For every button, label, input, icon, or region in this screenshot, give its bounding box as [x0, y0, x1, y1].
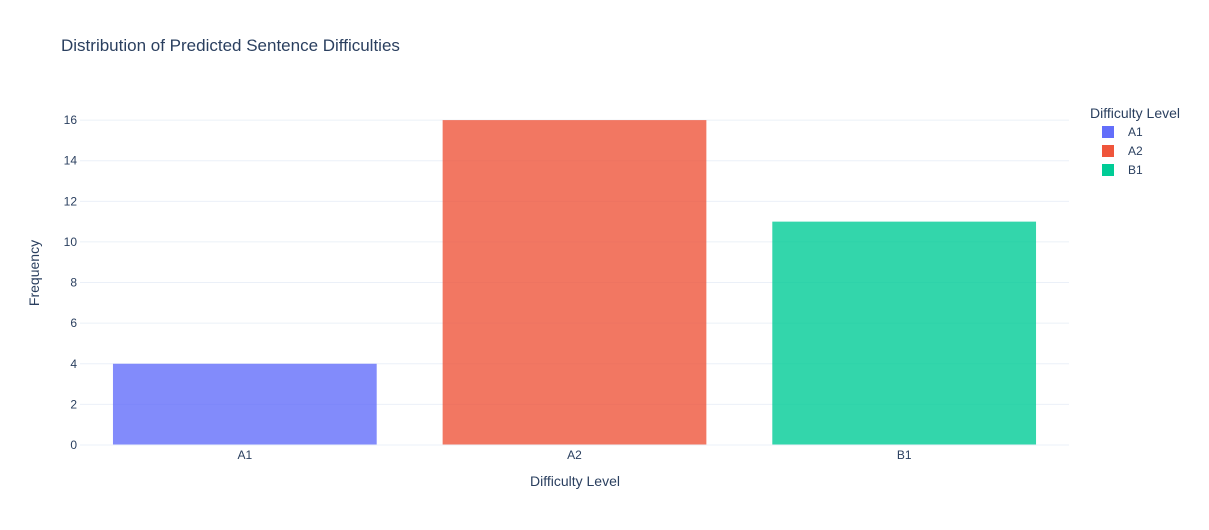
bar-a2[interactable]: [442, 120, 707, 446]
legend-swatch: [1102, 145, 1114, 157]
legend-items: A1 A2 B1: [1102, 125, 1143, 177]
x-tick-label: A2: [567, 448, 582, 462]
bar-b1[interactable]: [772, 221, 1037, 445]
y-tick-label: 10: [64, 235, 78, 249]
y-tick-label: 12: [64, 194, 78, 208]
y-axis-ticks: 0 2 4 6 8 10 12 14 16: [64, 113, 78, 452]
chart-title: Distribution of Predicted Sentence Diffi…: [61, 36, 400, 55]
y-axis-label: Frequency: [26, 240, 42, 306]
x-axis-ticks: A1 A2 B1: [237, 448, 911, 462]
y-tick-label: 8: [70, 276, 77, 290]
legend-label: A1: [1128, 125, 1143, 139]
legend-item-a1[interactable]: A1: [1102, 125, 1143, 139]
legend-swatch: [1102, 164, 1114, 176]
legend-label: B1: [1128, 163, 1143, 177]
y-tick-label: 4: [70, 357, 77, 371]
x-tick-label: A1: [237, 448, 252, 462]
bar-a1[interactable]: [112, 363, 377, 445]
y-tick-label: 14: [64, 154, 78, 168]
legend-item-a2[interactable]: A2: [1102, 144, 1143, 158]
bars: [112, 120, 1037, 446]
legend-title: Difficulty Level: [1090, 105, 1180, 121]
y-tick-label: 6: [70, 316, 77, 330]
legend-swatch: [1102, 126, 1114, 138]
y-tick-label: 0: [70, 438, 77, 452]
y-tick-label: 16: [64, 113, 78, 127]
y-tick-label: 2: [70, 397, 77, 411]
x-axis-label: Difficulty Level: [530, 473, 620, 489]
legend-label: A2: [1128, 144, 1143, 158]
x-tick-label: B1: [897, 448, 912, 462]
legend-item-b1[interactable]: B1: [1102, 163, 1143, 177]
legend: Difficulty Level A1 A2 B1: [1090, 105, 1180, 177]
